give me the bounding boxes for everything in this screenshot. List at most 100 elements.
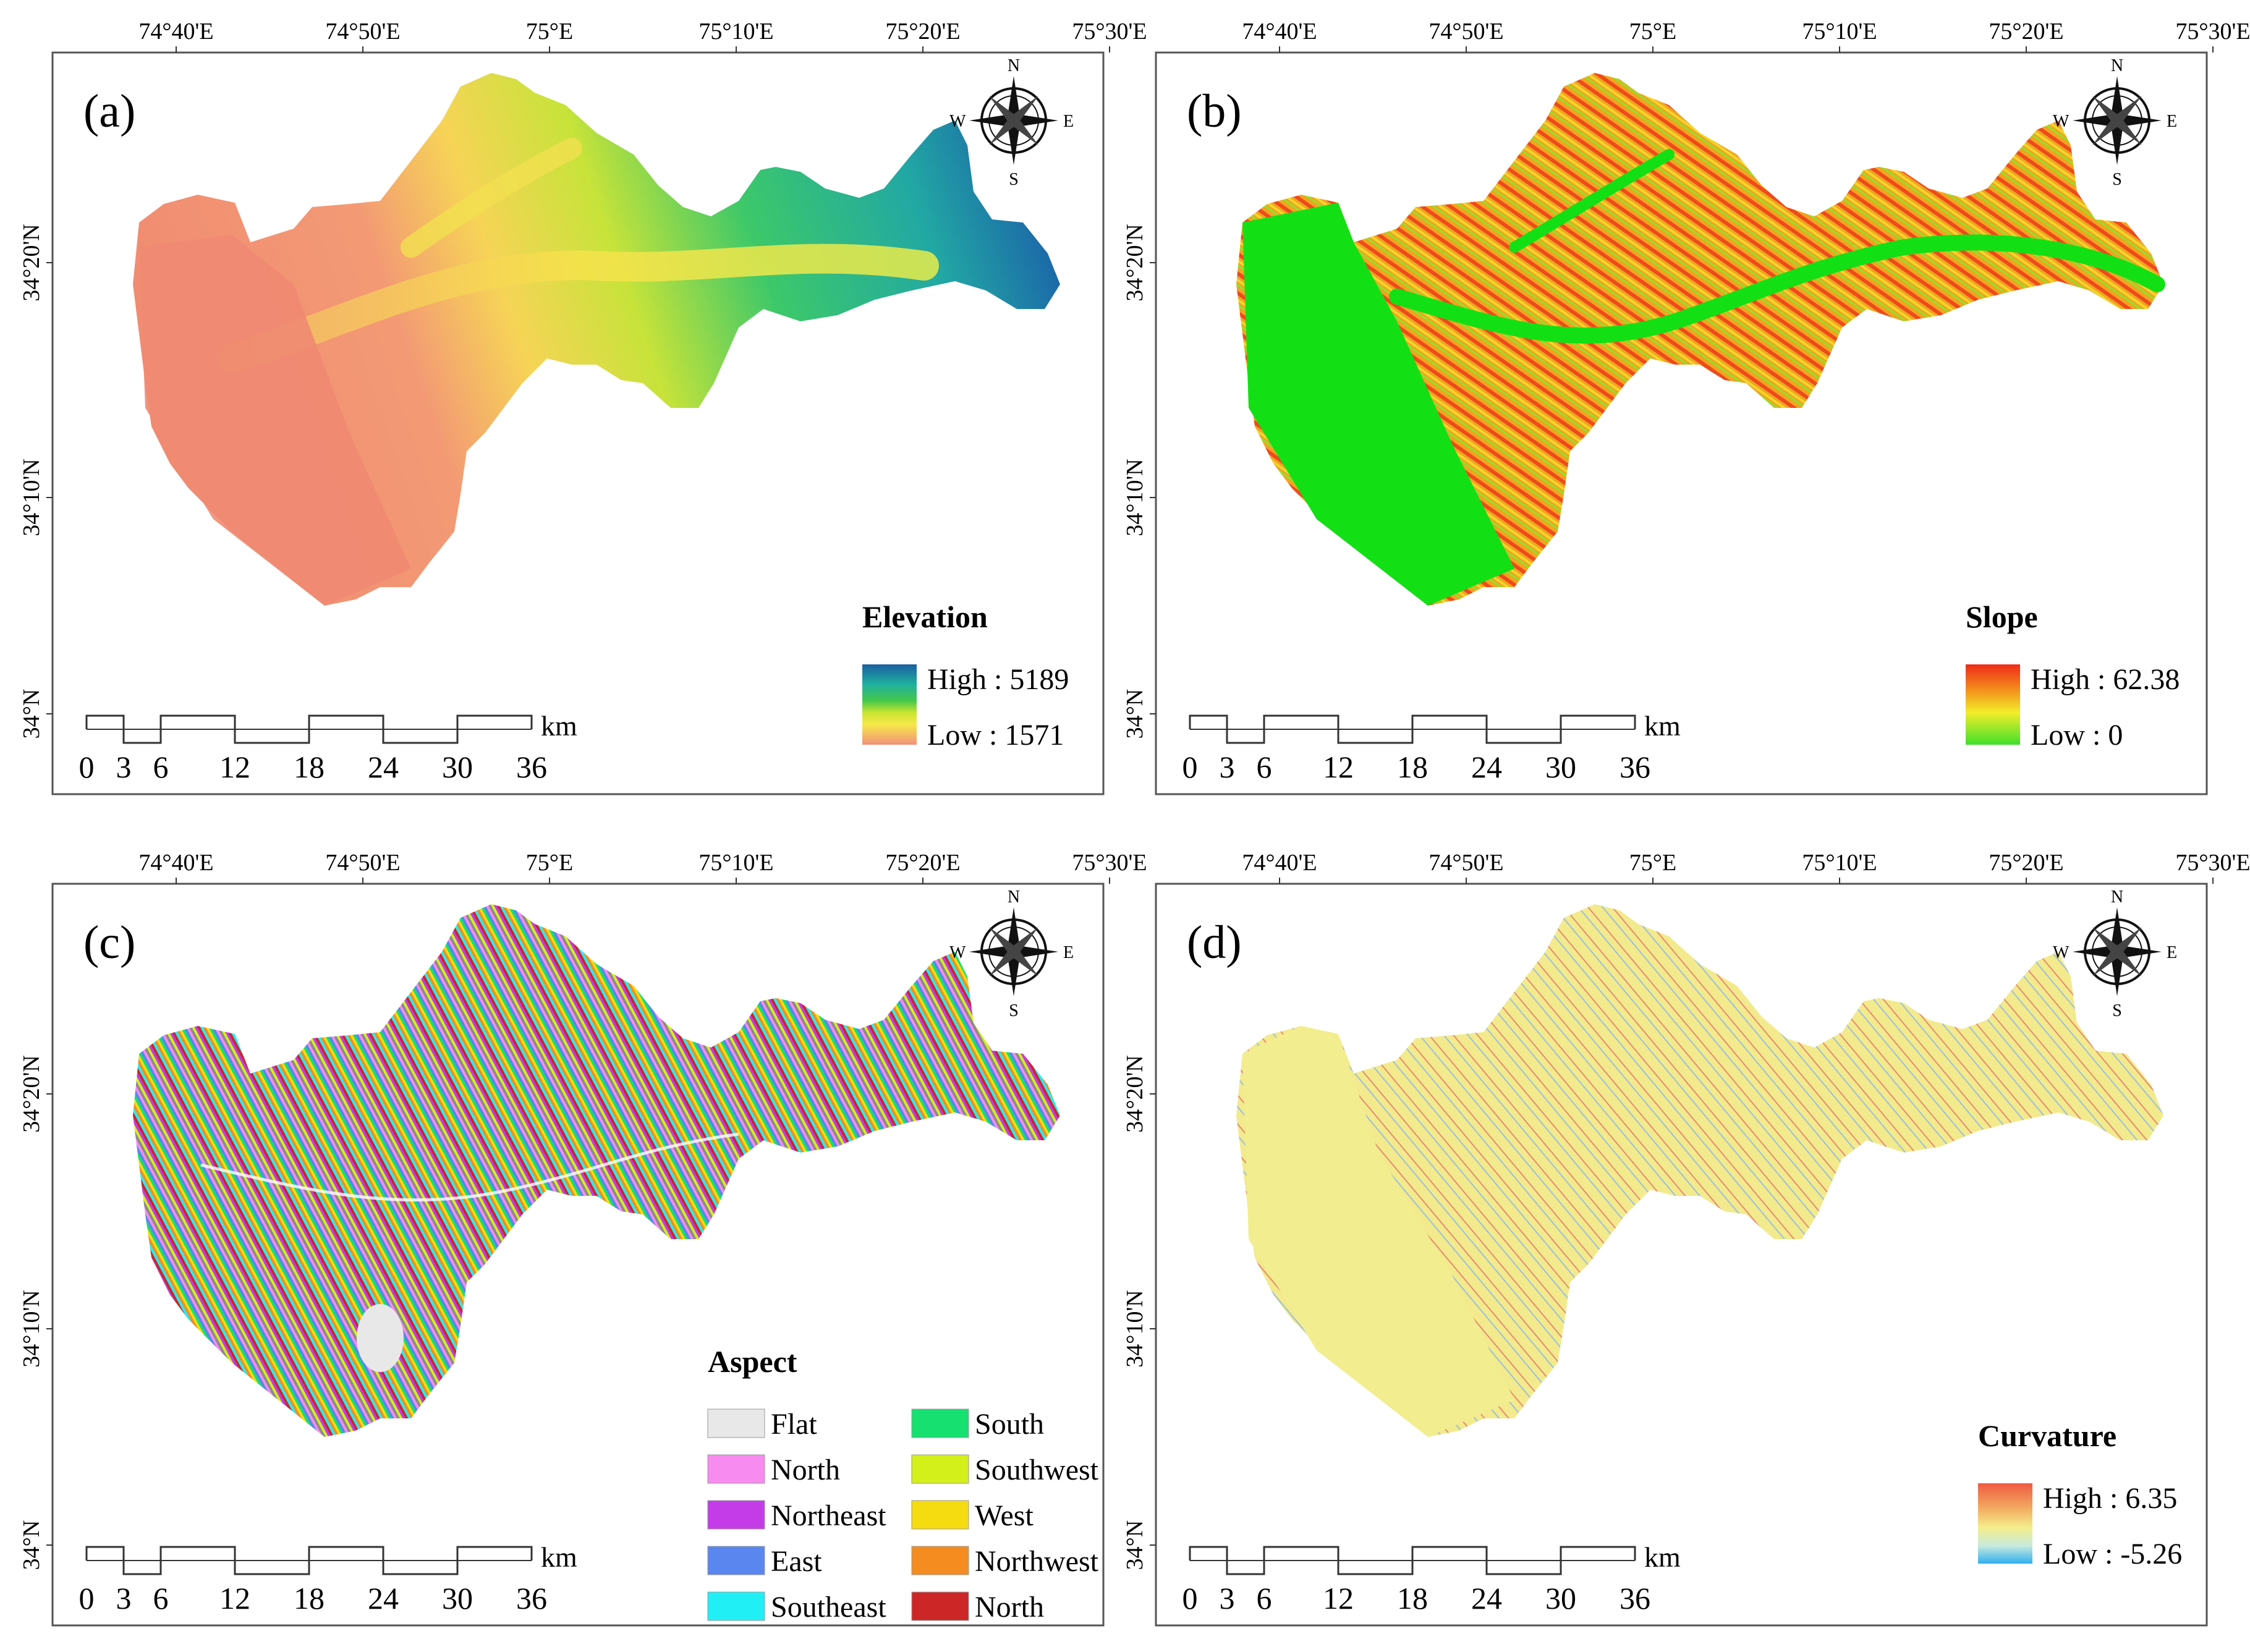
lon-tick-label: 74°50'E xyxy=(325,850,400,876)
lat-tick-label: 34°10'N xyxy=(19,1290,45,1368)
scale-tick-label: 12 xyxy=(1323,750,1354,784)
lon-tick-label: 75°10'E xyxy=(1802,850,1877,876)
legend-swatch xyxy=(707,1546,765,1575)
svg-text:E: E xyxy=(1063,112,1074,131)
lat-tick-label: 34°10'N xyxy=(1122,459,1148,536)
scale-tick-label: 6 xyxy=(153,1581,169,1616)
lon-tick-label: 75°E xyxy=(526,19,573,44)
legend-elevation: Elevation High : 5189 Low : 1571 xyxy=(862,599,1069,752)
scale-tick-label: 0 xyxy=(1182,750,1198,784)
svg-text:N: N xyxy=(2111,887,2123,907)
svg-text:W: W xyxy=(2053,943,2070,962)
lon-tick-label: 75°30'E xyxy=(1072,850,1147,876)
scale-tick-label: 12 xyxy=(219,1581,250,1616)
lon-tick-label: 75°20'E xyxy=(885,850,960,876)
lon-tick-label: 75°10'E xyxy=(698,19,773,44)
legend-low-label: Low : -5.26 xyxy=(2043,1538,2182,1570)
north-arrow-compass-icon: N S E W xyxy=(949,887,1074,1020)
svg-text:S: S xyxy=(1009,1001,1019,1020)
legend-color-ramp xyxy=(1978,1483,2032,1564)
svg-text:S: S xyxy=(1009,170,1019,189)
legend-curvature: Curvature High : 6.35 Low : -5.26 xyxy=(1978,1418,2182,1570)
lat-tick-label: 34°N xyxy=(19,689,45,739)
legend-title: Slope xyxy=(1966,599,2038,634)
scale-tick-label: 0 xyxy=(79,1581,95,1616)
lon-tick-label: 75°E xyxy=(1629,850,1676,876)
svg-text:E: E xyxy=(2167,112,2177,131)
scale-tick-label: 3 xyxy=(1220,1581,1235,1616)
lon-tick-label: 75°30'E xyxy=(2175,19,2250,44)
scale-tick-label: 18 xyxy=(1397,750,1428,784)
legend-class-label: West xyxy=(975,1499,1034,1532)
legend-high-label: High : 6.35 xyxy=(2043,1482,2177,1515)
svg-text:W: W xyxy=(2053,112,2070,131)
legend-class-label: North xyxy=(975,1591,1044,1624)
scale-tick-label: 0 xyxy=(79,750,95,784)
legend-class-label: East xyxy=(771,1545,822,1578)
lon-tick-label: 75°10'E xyxy=(1802,19,1877,44)
scale-tick-label: 30 xyxy=(1545,1581,1576,1616)
north-arrow-compass-icon: N S E W xyxy=(949,56,1074,189)
scale-tick-label: 36 xyxy=(1620,1581,1650,1616)
north-arrow-compass-icon: N S E W xyxy=(2053,56,2177,189)
lon-tick-label: 75°30'E xyxy=(1072,19,1147,44)
panel-label: (c) xyxy=(83,917,135,968)
scale-tick-label: 30 xyxy=(442,750,473,784)
scale-tick-label: 12 xyxy=(1323,1581,1354,1616)
legend-color-ramp xyxy=(862,664,917,745)
panel-a: 74°40'E 74°50'E 75°E 75°10'E 75°20'E 75°30'E 3… xyxy=(19,19,1147,795)
lon-tick-label: 75°E xyxy=(1629,19,1676,44)
scale-tick-label: 6 xyxy=(1257,750,1272,784)
lon-tick-label: 75°20'E xyxy=(885,19,960,44)
north-arrow-compass-icon: N S E W xyxy=(2053,887,2177,1020)
legend-class-label: Northeast xyxy=(771,1499,886,1532)
lat-tick-label: 34°20'N xyxy=(1122,1055,1148,1133)
legend-swatch xyxy=(911,1408,969,1438)
scale-tick-label: 6 xyxy=(153,750,169,784)
svg-text:W: W xyxy=(949,112,966,131)
aspect-map xyxy=(133,904,1060,1437)
scale-tick-label: 12 xyxy=(219,750,250,784)
lon-tick-label: 74°50'E xyxy=(1429,19,1503,44)
legend-class-label: South xyxy=(975,1408,1044,1441)
lon-tick-label: 74°50'E xyxy=(325,19,400,44)
legend-swatch xyxy=(707,1454,765,1484)
lon-tick-label: 75°10'E xyxy=(698,850,773,876)
scale-unit: km xyxy=(1644,710,1681,742)
scale-tick-label: 6 xyxy=(1257,1581,1272,1616)
panel-c: 74°40'E 74°50'E 75°E 75°10'E 75°20'E 75°30'E 3… xyxy=(19,850,1147,1627)
scale-tick-label: 24 xyxy=(1471,750,1502,784)
scale-tick-label: 24 xyxy=(1471,1581,1502,1616)
slope-map xyxy=(1236,73,2165,606)
svg-text:E: E xyxy=(2167,943,2177,962)
scale-unit: km xyxy=(541,710,577,742)
legend-swatch xyxy=(707,1591,765,1621)
lon-tick-label: 74°50'E xyxy=(1429,850,1503,876)
lat-tick-label: 34°20'N xyxy=(19,1055,45,1133)
lat-tick-label: 34°10'N xyxy=(1122,1290,1148,1368)
legend-class-label: Northwest xyxy=(975,1545,1099,1578)
lat-tick-label: 34°N xyxy=(1122,1520,1148,1570)
legend-title: Aspect xyxy=(708,1344,797,1379)
legend-low-label: Low : 0 xyxy=(2031,719,2123,752)
scale-tick-label: 18 xyxy=(294,1581,325,1616)
scale-unit: km xyxy=(541,1541,577,1573)
legend-title: Curvature xyxy=(1978,1418,2116,1453)
legend-class-label: Flat xyxy=(771,1408,817,1441)
legend-class-label: Southwest xyxy=(975,1454,1099,1486)
legend-title: Elevation xyxy=(862,599,988,634)
scale-tick-label: 18 xyxy=(294,750,325,784)
svg-text:W: W xyxy=(949,943,966,962)
svg-text:N: N xyxy=(1008,887,1020,907)
panel-label: (b) xyxy=(1187,85,1242,137)
legend-slope: Slope High : 62.38 Low : 0 xyxy=(1966,599,2180,752)
lat-tick-label: 34°N xyxy=(1122,689,1148,739)
legend-class-label: North xyxy=(771,1454,840,1486)
scale-tick-label: 0 xyxy=(1182,1581,1198,1616)
legend-swatch xyxy=(707,1500,765,1530)
lon-tick-label: 74°40'E xyxy=(1242,850,1317,876)
svg-text:S: S xyxy=(2112,170,2122,189)
